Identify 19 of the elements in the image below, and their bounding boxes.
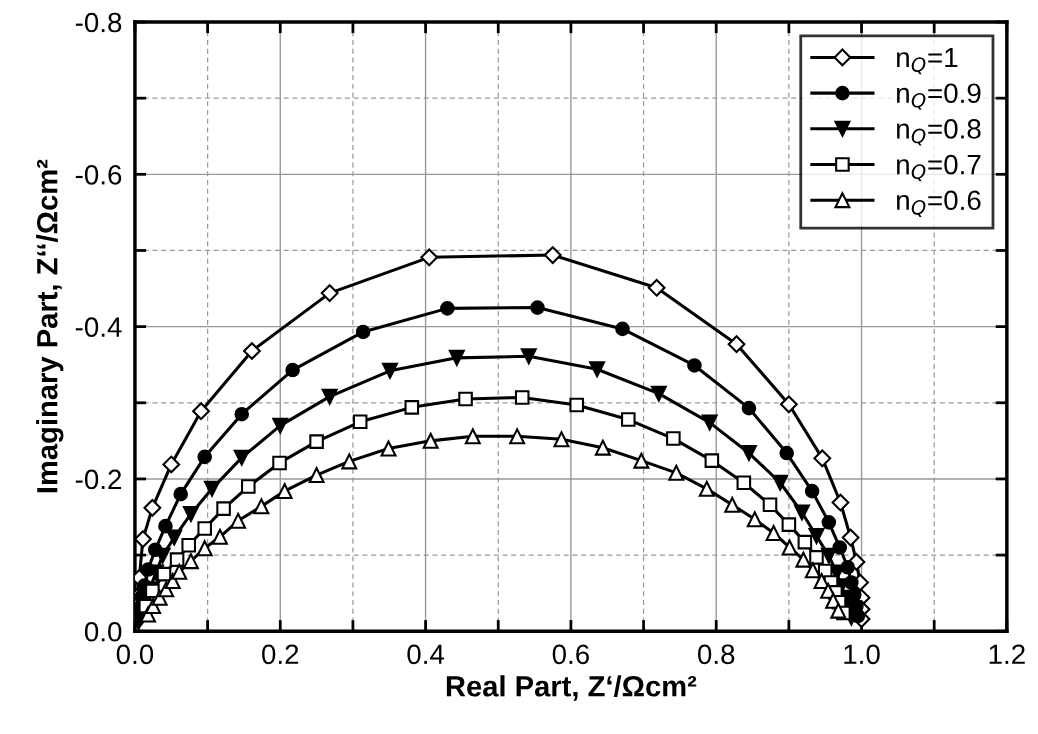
x-tick-label: 0.2 [262,644,299,665]
y-tick-label: -0.8 [75,12,122,33]
y-tick-label: -0.2 [75,469,122,490]
x-tick-label: 1.0 [844,644,880,665]
legend-label: n$_{Q}$=0.6 [897,190,981,217]
x-tick-label: 0.4 [407,644,445,665]
x-tick-label: 1.2 [989,644,1025,664]
y-tick-label: -0.4 [75,317,122,337]
x-tick-label: 0.6 [552,644,589,665]
y-axis-title: Imaginary Part, Z‘‘/Ωcm² [36,159,64,493]
y-tick-label: -0.6 [75,164,122,185]
legend-label: n$_{Q}$=1 [897,47,958,75]
legend-label: n$_{Q}$=0.7 [897,154,981,182]
legend-label: n$_{Q}$=0.8 [897,119,981,146]
legend-label: n$_{Q}$=0.9 [897,83,981,110]
x-tick-label: 0.8 [698,644,735,665]
x-axis-title: Real Part, Z‘/Ωcm² [446,675,697,701]
y-tick-label: 0.0 [84,621,122,642]
x-tick-label: 0.0 [116,644,154,665]
